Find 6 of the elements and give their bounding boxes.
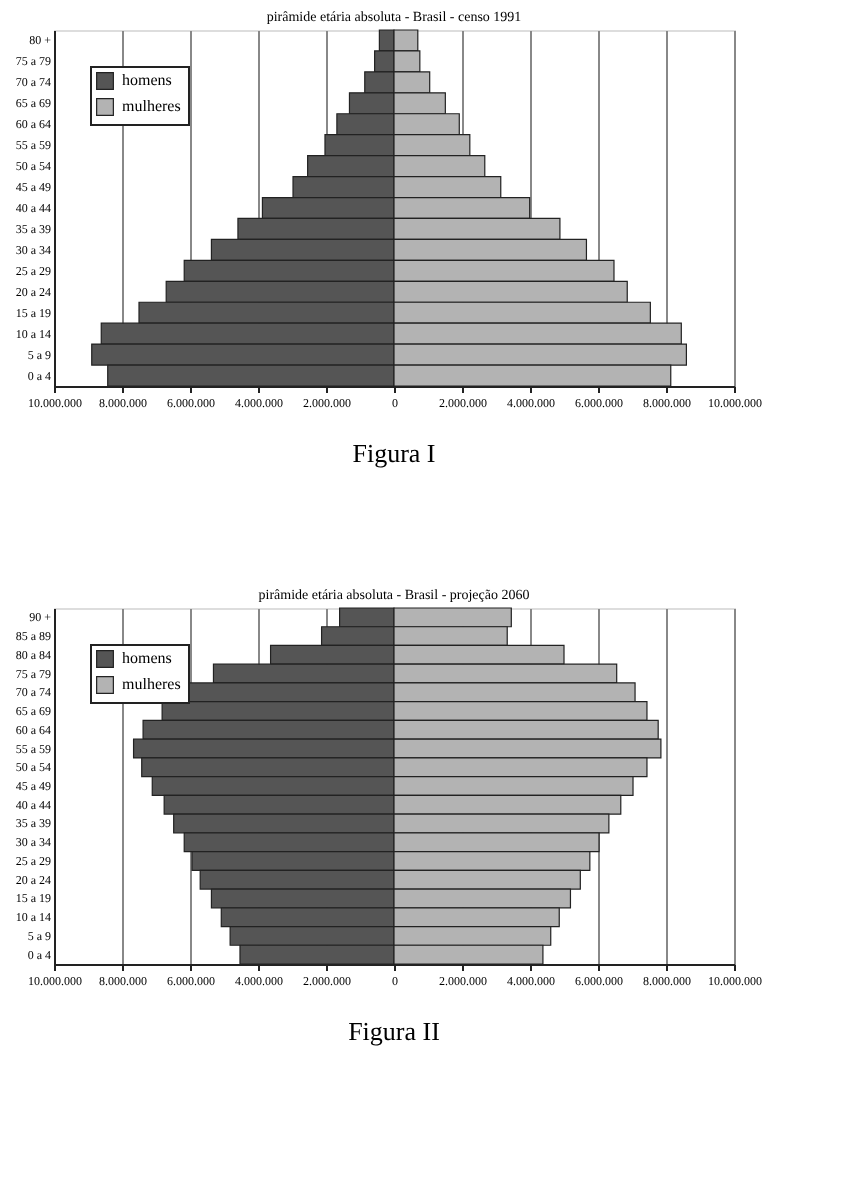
legend-label: mulheres — [122, 675, 181, 693]
text: Figura I — [352, 438, 436, 468]
text: Figura II — [348, 1016, 440, 1046]
legend-label: homens — [122, 71, 172, 89]
legend-label: homens — [122, 649, 172, 667]
legend-label: mulheres — [122, 97, 181, 115]
